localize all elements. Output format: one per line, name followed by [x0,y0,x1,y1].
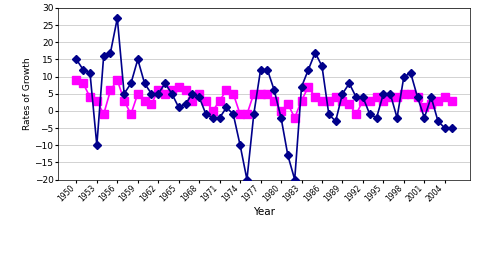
GDP [292,116,298,119]
Highway Capital Outlay [374,116,380,119]
Highway Capital Outlay [73,58,79,61]
GDP [449,99,455,102]
GDP [73,78,79,82]
Highway Capital Outlay [333,120,338,123]
Line: Highway Capital Outlay: Highway Capital Outlay [73,15,455,182]
Highway Capital Outlay [299,85,304,88]
Highway Capital Outlay [80,68,86,71]
X-axis label: Year: Year [253,206,275,216]
GDP [367,99,372,102]
GDP [210,109,216,112]
GDP [285,102,291,106]
Line: GDP: GDP [72,76,456,122]
Highway Capital Outlay [449,126,455,130]
Y-axis label: Rates of Growth: Rates of Growth [23,57,32,130]
Highway Capital Outlay [114,17,120,20]
Highway Capital Outlay [217,116,223,119]
GDP [326,99,332,102]
Highway Capital Outlay [319,65,325,68]
GDP [312,96,318,99]
Highway Capital Outlay [244,178,250,181]
GDP [80,82,86,85]
